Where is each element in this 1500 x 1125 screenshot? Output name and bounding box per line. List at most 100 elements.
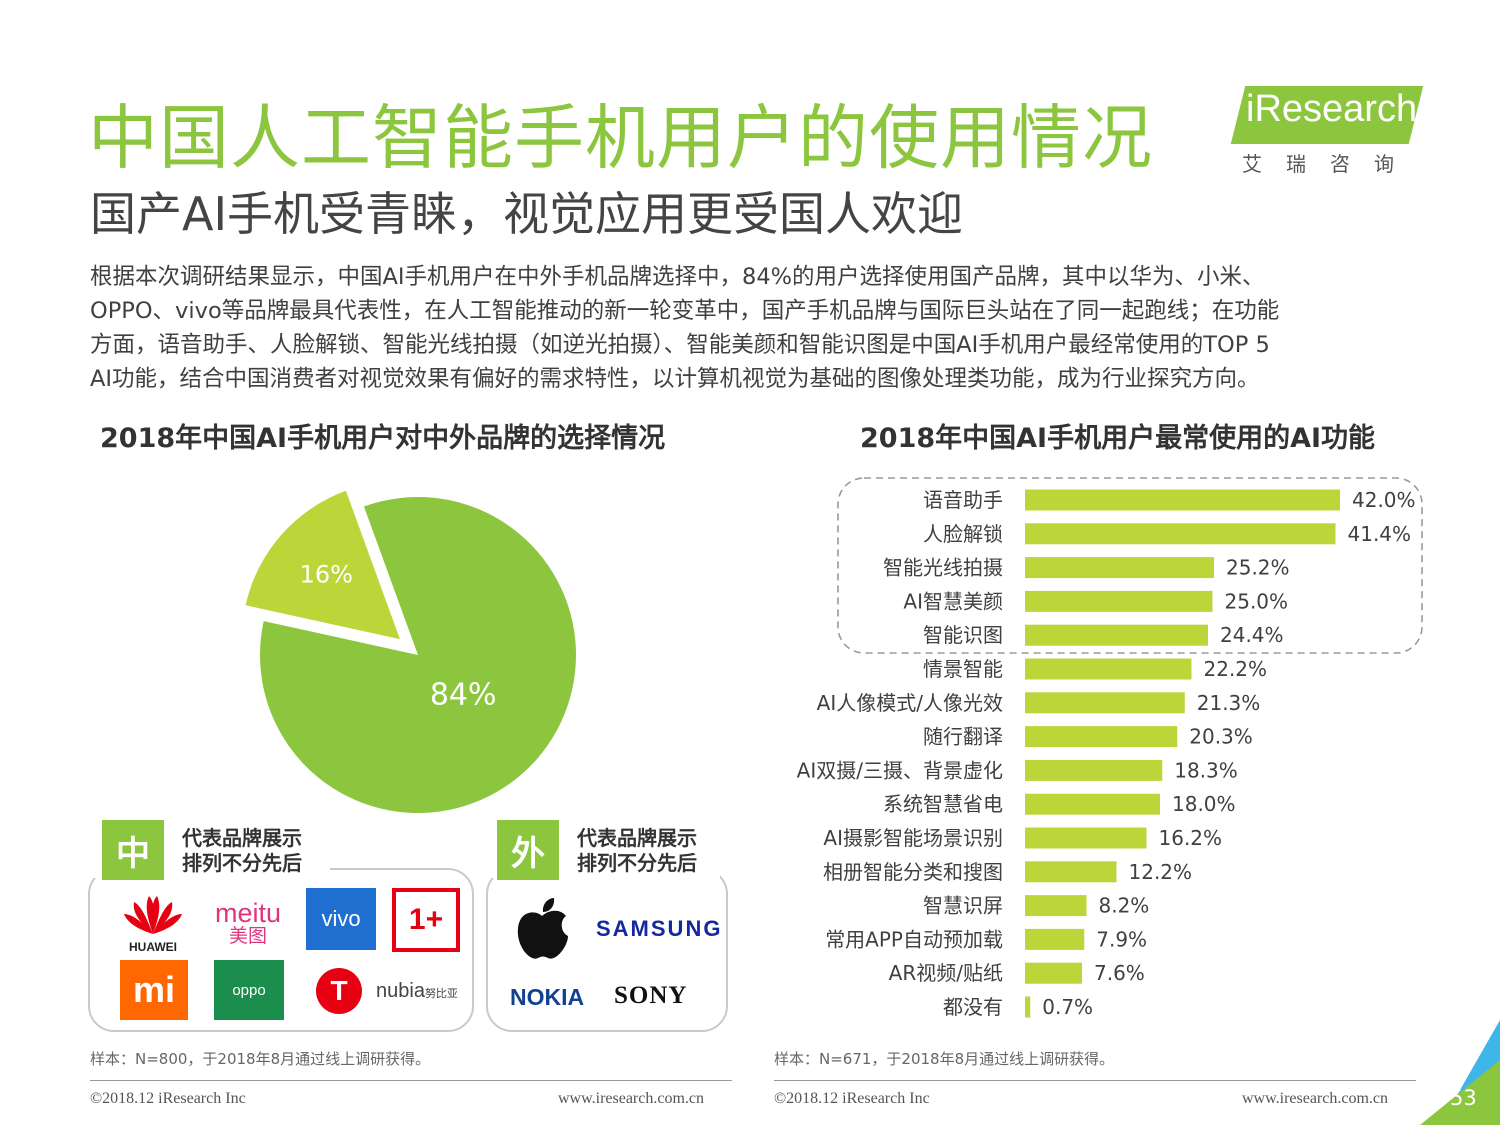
pie-slice-foreign xyxy=(245,490,400,640)
bar-category-label: 智慧识屏 xyxy=(923,894,1003,918)
bar-category-label: 系统智慧省电 xyxy=(883,792,1003,816)
footer-website-left: www.iresearch.com.cn xyxy=(558,1090,705,1107)
bar-category-label: 情景智能 xyxy=(923,657,1003,681)
bar xyxy=(1025,962,1082,984)
pie-label-domestic: 84% xyxy=(430,678,497,713)
bar xyxy=(1025,861,1117,883)
bar xyxy=(1025,489,1340,511)
bar-category-label: AI智慧美颜 xyxy=(903,589,1003,613)
bar-category-label: 人脸解锁 xyxy=(923,522,1003,546)
bar xyxy=(1025,726,1178,748)
bar-value-label: 16.2% xyxy=(1159,826,1223,850)
nubia-en: nubia xyxy=(376,980,425,1002)
domestic-tag: 中 xyxy=(102,820,164,880)
bar xyxy=(1025,590,1213,612)
ai-function-bar-chart: 语音助手 42.0% 人脸解锁 41.4% 智能光线拍摄 25.2% AI智慧美颜 25.0%… xyxy=(797,477,1423,1019)
huawei-logo: HUAWEI xyxy=(124,896,182,954)
bar-value-label: 22.2% xyxy=(1204,657,1268,681)
footer-website-right: www.iresearch.com.cn xyxy=(1242,1090,1389,1107)
huawei-wordmark: HUAWEI xyxy=(129,940,177,954)
bar-value-label: 42.0% xyxy=(1352,488,1416,512)
bar-value-label: 25.2% xyxy=(1226,556,1290,580)
bar xyxy=(1025,928,1085,950)
bar-value-label: 21.3% xyxy=(1197,691,1261,715)
bar-category-label: 智能光线拍摄 xyxy=(883,556,1003,580)
bar-category-label: AI摄影智能场景识别 xyxy=(823,826,1003,850)
page-number: 53 xyxy=(1450,1086,1477,1110)
bar-category-label: 智能识图 xyxy=(923,623,1003,647)
tag-text-line: 排列不分先后 xyxy=(577,851,697,875)
nubia-icon: T xyxy=(316,968,362,1014)
bar-value-label: 0.7% xyxy=(1042,995,1093,1019)
pie-slice-domestic xyxy=(260,497,576,813)
bar-category-label: 都没有 xyxy=(943,995,1003,1019)
bar-value-label: 7.6% xyxy=(1094,961,1145,985)
sony-logo: SONY xyxy=(614,982,688,1009)
bar-value-label: 12.2% xyxy=(1129,860,1193,884)
function-chart-title: 2018年中国AI手机用户最常使用的AI功能 xyxy=(860,423,1376,454)
bar-category-label: 相册智能分类和搜图 xyxy=(823,860,1003,884)
right-sample-note: 样本：N=671，于2018年8月通过线上调研获得。 xyxy=(774,1050,1115,1068)
foreign-tag: 外 xyxy=(497,820,559,880)
pie-label-foreign: 16% xyxy=(300,561,353,589)
bar xyxy=(1025,793,1160,815)
bar-value-label: 25.0% xyxy=(1225,589,1289,613)
bar xyxy=(1025,557,1214,579)
bar-value-label: 24.4% xyxy=(1220,623,1284,647)
bar-value-label: 18.3% xyxy=(1174,758,1238,782)
brand-chart-title: 2018年中国AI手机用户对中外品牌的选择情况 xyxy=(100,423,666,454)
footer-rule-right xyxy=(774,1080,1416,1081)
bar xyxy=(1025,658,1192,680)
domestic-tag-text: 代表品牌展示 排列不分先后 xyxy=(182,826,302,876)
bar xyxy=(1025,624,1208,646)
bar-category-label: AR视频/贴纸 xyxy=(889,961,1003,985)
bar xyxy=(1025,996,1031,1018)
bar-value-label: 18.0% xyxy=(1172,792,1236,816)
bar-value-label: 20.3% xyxy=(1189,725,1253,749)
logo-word: iResearch xyxy=(1246,88,1418,130)
footer-rule-left xyxy=(90,1080,732,1081)
page-title: 中国人工智能手机用户的使用情况 xyxy=(88,97,1153,179)
tag-text-line: 排列不分先后 xyxy=(182,851,302,875)
nubia-wordmark: nubia努比亚 xyxy=(376,980,458,1003)
logo-cn: 艾瑞咨询 xyxy=(1242,152,1418,176)
bar xyxy=(1025,895,1087,917)
apple-logo xyxy=(517,898,568,959)
paragraph-line: OPPO、vivo等品牌最具代表性，在人工智能推动的新一轮变革中，国产手机品牌与… xyxy=(90,298,1280,324)
bar-value-label: 7.9% xyxy=(1096,927,1147,951)
paragraph-line: 根据本次调研结果显示，中国AI手机用户在中外手机品牌选择中，84%的用户选择使用… xyxy=(90,264,1265,290)
xiaomi-logo: mi xyxy=(120,960,188,1020)
bar xyxy=(1025,759,1163,781)
bar xyxy=(1025,523,1336,545)
foreign-tag-text: 代表品牌展示 排列不分先后 xyxy=(577,826,697,876)
oneplus-logo: 1+ xyxy=(392,888,460,952)
corner-decoration xyxy=(1420,1020,1500,1125)
vivo-logo: vivo xyxy=(306,888,376,950)
oppo-logo: oppo xyxy=(214,960,284,1020)
samsung-logo: SAMSUNG xyxy=(596,916,723,941)
meitu-logo: meitu 美图 xyxy=(208,900,288,948)
bar xyxy=(1025,692,1185,714)
nokia-logo: NOKIA xyxy=(510,984,585,1010)
bar-category-label: 语音助手 xyxy=(923,488,1003,512)
meitu-cn: 美图 xyxy=(228,926,267,947)
brand-pie-chart: 16% 84% xyxy=(245,490,576,813)
bar-category-label: AI人像模式/人像光效 xyxy=(817,691,1003,715)
bar xyxy=(1025,827,1147,849)
bar-category-label: 常用APP自动预加载 xyxy=(825,927,1003,951)
bar-value-label: 41.4% xyxy=(1348,522,1412,546)
tag-text-line: 代表品牌展示 xyxy=(577,826,697,850)
left-sample-note: 样本：N=800，于2018年8月通过线上调研获得。 xyxy=(90,1050,431,1068)
meitu-wordmark: meitu xyxy=(214,898,282,928)
paragraph-line: 方面，语音助手、人脸解锁、智能光线拍摄（如逆光拍摄）、智能美颜和智能识图是中国A… xyxy=(90,332,1270,358)
bar-category-label: 随行翻译 xyxy=(923,725,1003,749)
iresearch-logo: iResearch 艾瑞咨询 xyxy=(1230,80,1438,180)
footer-copyright-right: ©2018.12 iResearch Inc xyxy=(774,1090,930,1107)
footer-copyright-left: ©2018.12 iResearch Inc xyxy=(90,1090,246,1107)
tag-text-line: 代表品牌展示 xyxy=(182,826,302,850)
bar-category-label: AI双摄/三摄、背景虚化 xyxy=(797,758,1003,782)
bar-value-label: 8.2% xyxy=(1099,894,1150,918)
page-subtitle: 国产AI手机受青睐，视觉应用更受国人欢迎 xyxy=(90,187,964,241)
nubia-cn: 努比亚 xyxy=(424,988,458,1000)
summary-paragraph: 根据本次调研结果显示，中国AI手机用户在中外手机品牌选择中，84%的用户选择使用… xyxy=(90,260,1420,396)
